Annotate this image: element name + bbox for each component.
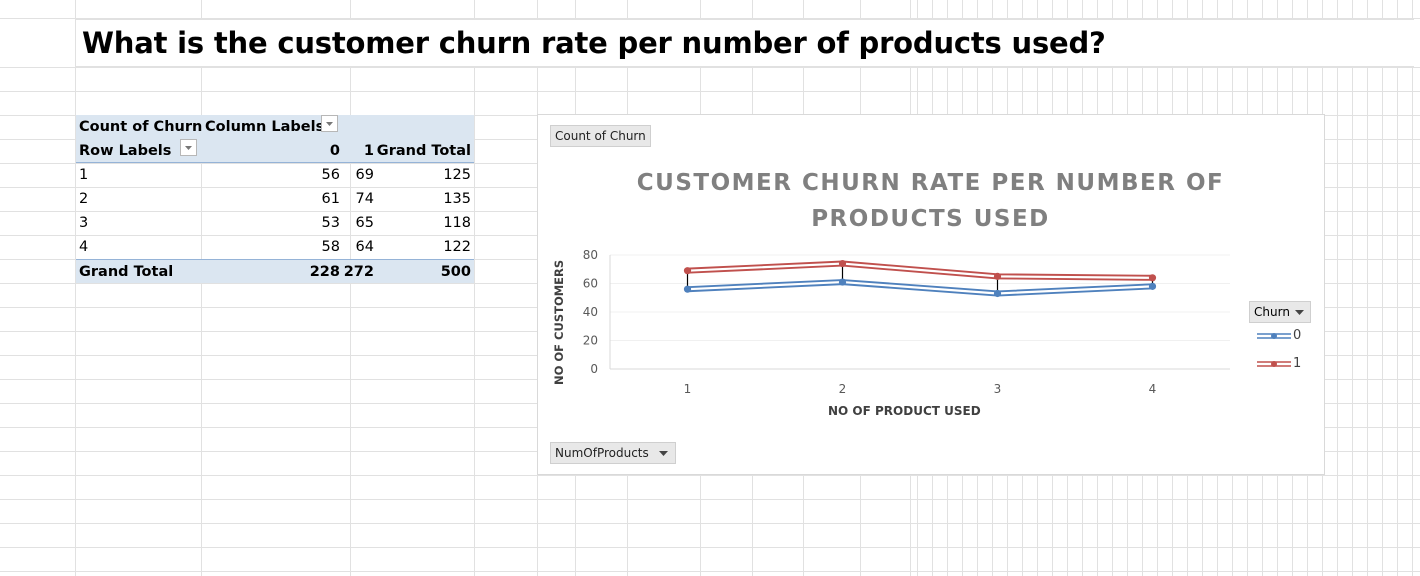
pivot-header-row-2: Row Labels 0 1 Grand Total <box>76 139 474 163</box>
cell-value: 122 <box>443 239 471 255</box>
y-tick-label: 20 <box>583 334 598 348</box>
legend-marker-icon <box>1257 332 1291 339</box>
legend-marker-icon <box>1257 360 1291 367</box>
series-line-inner <box>687 280 1153 295</box>
row-labels-filter-dropdown[interactable] <box>180 139 197 156</box>
table-row[interactable]: 4 58 64 122 <box>76 235 474 259</box>
x-tick-label: 3 <box>994 382 1002 396</box>
row-label: 1 <box>79 167 89 183</box>
cell-value: 61 <box>321 191 340 207</box>
legend-label: 1 <box>1293 356 1302 371</box>
chevron-down-icon <box>658 451 668 456</box>
cell-value: 135 <box>443 191 471 207</box>
y-tick-label: 60 <box>583 277 598 291</box>
cell-value: 58 <box>321 239 340 255</box>
data-point[interactable] <box>1148 274 1157 282</box>
legend-field-label: Churn <box>1254 305 1290 319</box>
legend-label: 0 <box>1293 328 1302 343</box>
y-tick-label: 80 <box>583 248 598 262</box>
series-line-inner <box>687 262 1153 279</box>
row-label: 2 <box>79 191 89 207</box>
chevron-down-icon <box>185 145 192 150</box>
legend-field-button[interactable]: Churn <box>1249 301 1311 323</box>
pivot-col-header[interactable]: 0 <box>329 143 340 159</box>
cell-value: 500 <box>440 264 471 280</box>
cell-value: 65 <box>355 215 374 231</box>
legend-item-0[interactable]: 0 <box>1257 328 1301 343</box>
data-point[interactable] <box>683 267 692 275</box>
cell-value: 228 <box>309 264 340 280</box>
table-row[interactable]: 2 61 74 135 <box>76 187 474 211</box>
grid-line <box>76 19 1414 20</box>
legend-item-1[interactable]: 1 <box>1257 356 1301 371</box>
pivot-row-labels[interactable]: Row Labels <box>79 143 172 159</box>
column-labels-filter-dropdown[interactable] <box>321 115 338 132</box>
x-axis-title[interactable]: NO OF PRODUCT USED <box>828 404 981 418</box>
pivot-header-row-1: Count of Churn Column Labels <box>76 115 474 139</box>
grand-total-row[interactable]: Grand Total 228 272 500 <box>76 259 474 283</box>
pivot-col-header[interactable]: 1 <box>363 143 374 159</box>
data-point[interactable] <box>993 289 1002 298</box>
data-point[interactable] <box>993 272 1002 280</box>
row-label: 4 <box>79 239 89 255</box>
pivot-table[interactable]: Count of Churn Column Labels Row Labels … <box>76 115 474 283</box>
heading-cell <box>76 19 1414 66</box>
x-tick-label: 4 <box>1149 382 1157 396</box>
row-label: Grand Total <box>79 264 174 280</box>
cell-value: 64 <box>355 239 374 255</box>
sheet-heading: What is the customer churn rate per numb… <box>82 26 1106 60</box>
pivot-value-field-label[interactable]: Count of Churn <box>79 119 203 135</box>
chevron-down-icon <box>326 121 333 126</box>
cell-value: 74 <box>355 191 374 207</box>
value-field-button[interactable]: Count of Churn <box>550 125 651 147</box>
x-tick-label: 1 <box>684 382 692 396</box>
pivot-col-header[interactable]: Grand Total <box>376 143 471 159</box>
pivot-chart[interactable]: Count of Churn CUSTOMER CHURN RATE PER N… <box>537 114 1325 475</box>
table-row[interactable]: 1 56 69 125 <box>76 163 474 187</box>
axis-field-label: NumOfProducts <box>555 446 649 460</box>
row-label: 3 <box>79 215 89 231</box>
data-point[interactable] <box>1148 282 1157 290</box>
chevron-down-icon <box>1295 310 1304 315</box>
cell-value: 69 <box>355 167 374 183</box>
y-axis-title[interactable]: NO OF CUSTOMERS <box>552 259 566 385</box>
cell-value: 272 <box>343 264 374 280</box>
table-row[interactable]: 3 53 65 118 <box>76 211 474 235</box>
cell-value: 118 <box>443 215 471 231</box>
axis-field-button[interactable]: NumOfProducts <box>550 442 676 464</box>
data-point[interactable] <box>838 259 847 268</box>
data-point[interactable] <box>683 285 692 293</box>
y-tick-label: 0 <box>590 362 598 376</box>
chart-title[interactable]: CUSTOMER CHURN RATE PER NUMBER OF PRODUC… <box>636 170 1225 232</box>
x-tick-label: 2 <box>839 382 847 396</box>
cell-value: 56 <box>321 167 340 183</box>
cell-value: 53 <box>321 215 340 231</box>
cell-value: 125 <box>443 167 471 183</box>
y-tick-label: 40 <box>583 305 598 319</box>
pivot-column-labels[interactable]: Column Labels <box>205 119 325 135</box>
grid-line <box>76 66 1414 67</box>
data-point[interactable] <box>838 278 847 286</box>
chart-plot-area: 0 20 40 60 80 1 2 3 4 <box>583 248 1230 396</box>
